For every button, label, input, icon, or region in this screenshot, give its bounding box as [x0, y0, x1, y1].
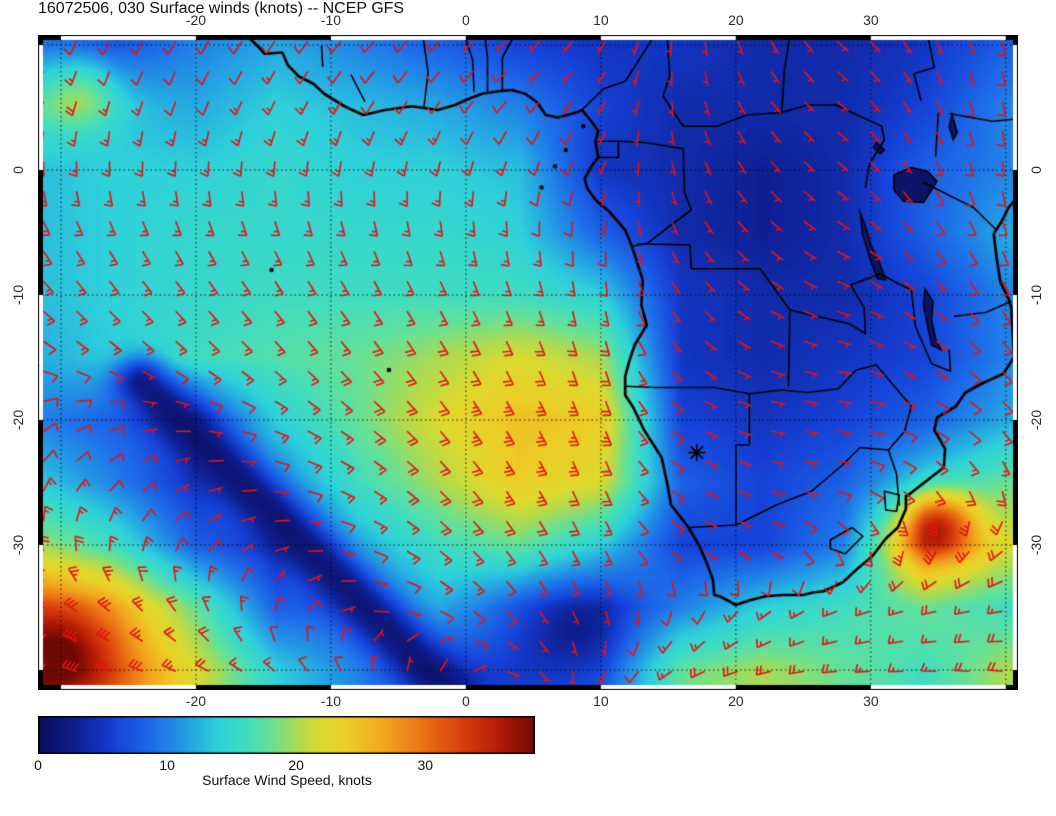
x-tick-label-bottom: 20: [728, 693, 744, 709]
x-tick-label-bottom: 10: [593, 693, 609, 709]
wind-map-canvas: [38, 35, 1018, 690]
colorbar-canvas: [38, 716, 535, 754]
y-tick-label-left: -30: [10, 534, 26, 556]
x-tick-label-top: 30: [863, 12, 879, 28]
x-tick-label-bottom: 0: [462, 693, 470, 709]
x-tick-label-bottom: 30: [863, 693, 879, 709]
y-tick-label-left: -10: [10, 284, 26, 306]
x-tick-label-top: 20: [728, 12, 744, 28]
colorbar-tick-label: 0: [34, 757, 42, 773]
colorbar-label: Surface Wind Speed, knots: [202, 772, 372, 788]
y-tick-label-right: 0: [1028, 166, 1044, 174]
y-tick-label-right: -20: [1028, 409, 1044, 431]
colorbar-tick-label: 10: [159, 757, 175, 773]
y-tick-label-right: -10: [1028, 284, 1044, 306]
x-tick-label-bottom: -20: [185, 693, 207, 709]
x-tick-label-top: 10: [593, 12, 609, 28]
y-tick-label-left: -20: [10, 409, 26, 431]
x-tick-label-bottom: -10: [320, 693, 342, 709]
y-tick-label-right: -30: [1028, 534, 1044, 556]
colorbar-tick-label: 30: [417, 757, 434, 773]
x-tick-label-top: -20: [185, 12, 207, 28]
x-tick-label-top: 0: [462, 12, 470, 28]
x-tick-label-top: -10: [320, 12, 342, 28]
colorbar-tick-label: 20: [288, 757, 304, 773]
y-tick-label-left: 0: [10, 166, 26, 174]
plot-title: 16072506, 030 Surface winds (knots) -- N…: [38, 0, 405, 17]
